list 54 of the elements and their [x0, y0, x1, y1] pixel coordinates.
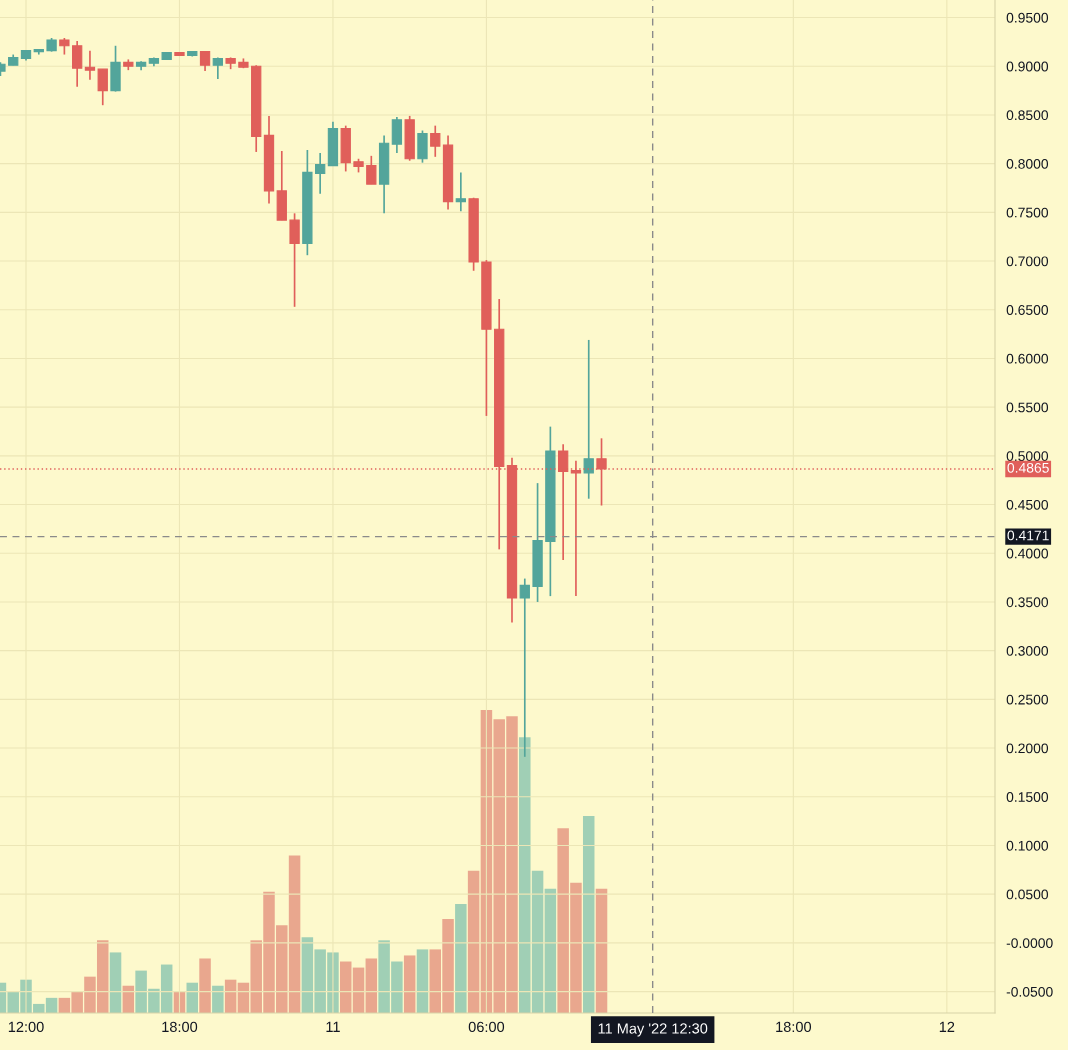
bar: [109, 952, 122, 1013]
y-tick-label: 0.2000: [1006, 743, 1049, 754]
x-tick-label: 06:00: [468, 1021, 505, 1033]
y-tick-label: 0.7500: [1006, 207, 1049, 218]
y-tick-label: 0.3000: [1006, 645, 1049, 656]
y-tick-label: 0.8500: [1006, 110, 1049, 121]
candlestick: [366, 155, 377, 185]
y-tick-label: 0.3500: [1006, 597, 1049, 608]
bar: [365, 958, 378, 1013]
y-tick-label: 0.2500: [1006, 694, 1049, 705]
y-tick-label: 0.4000: [1006, 548, 1049, 559]
y-tick-label: 0.5000: [1006, 451, 1049, 462]
x-tick-label: 11: [326, 1021, 340, 1032]
bar: [352, 967, 365, 1013]
candlestick: [314, 152, 326, 195]
y-tick-label: -0.0000: [1006, 938, 1053, 949]
candlestick: [84, 49, 96, 81]
candlestick: [455, 171, 466, 213]
bar: [339, 961, 352, 1013]
x-tick-label: 12:00: [8, 1021, 44, 1033]
bar: [455, 903, 467, 1013]
y-tick-label: 0.5500: [1006, 402, 1049, 413]
candlestick: [583, 339, 594, 500]
candlestick: [97, 68, 108, 107]
y-tick-label: 0.0500: [1006, 889, 1049, 900]
candlestick: [289, 212, 300, 308]
bar: [416, 949, 429, 1013]
y-tick-label: 0.7000: [1006, 256, 1049, 267]
candlestick: [72, 40, 83, 88]
x-tick-label: 18:00: [162, 1021, 198, 1033]
bar: [544, 888, 557, 1013]
y-tick-label: 0.4500: [1006, 499, 1049, 510]
bar: [582, 816, 595, 1013]
y-tick-label: 0.6000: [1006, 353, 1049, 364]
x-tick-label: 12: [939, 1021, 955, 1032]
y-tick-label: 0.8000: [1006, 158, 1049, 169]
y-tick-label: 0.9000: [1006, 61, 1049, 72]
ref-line-label: 0.4171: [1007, 530, 1049, 541]
y-tick-label: -0.0500: [1006, 986, 1053, 997]
y-tick-label: 0.9500: [1006, 12, 1049, 23]
bar: [595, 888, 608, 1013]
candlestick: [212, 56, 224, 80]
y-tick-label: 0.6500: [1006, 305, 1049, 315]
candlestick: [430, 124, 441, 158]
candlestick: [199, 50, 211, 72]
bar: [467, 870, 480, 1013]
bar: [403, 955, 416, 1013]
x-tick-label: 18:00: [776, 1021, 812, 1033]
ref-line-label: 11 May '22 12:30: [598, 1023, 708, 1037]
y-tick-label: 0.1500: [1006, 792, 1049, 802]
ref-line-label: 0.4865: [1007, 462, 1049, 473]
bar: [199, 958, 211, 1013]
y-tick-label: 0.1000: [1006, 840, 1049, 851]
bar: [212, 985, 224, 1013]
